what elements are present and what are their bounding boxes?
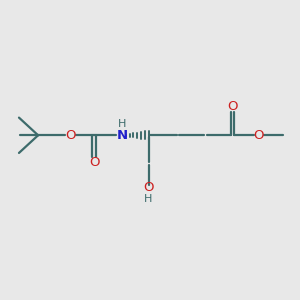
Text: O: O bbox=[89, 156, 99, 169]
Text: O: O bbox=[254, 129, 264, 142]
Text: H: H bbox=[118, 119, 126, 129]
Text: O: O bbox=[227, 100, 238, 113]
Text: O: O bbox=[65, 129, 76, 142]
Text: N: N bbox=[116, 129, 128, 142]
Text: O: O bbox=[143, 181, 154, 194]
Text: H: H bbox=[144, 194, 153, 205]
